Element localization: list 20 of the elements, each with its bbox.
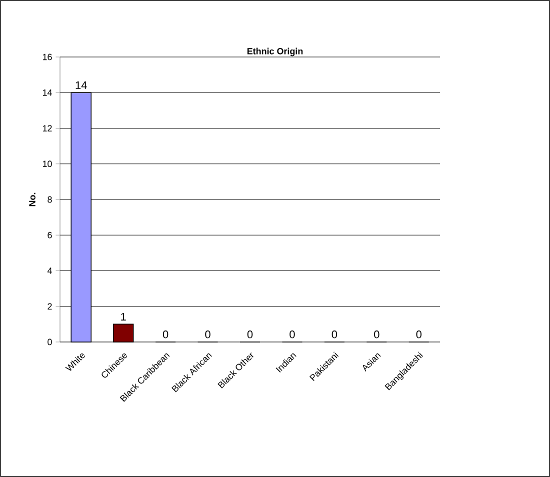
y-tick-label: 16 [42, 54, 52, 60]
chart-title: Ethnic Origin [247, 48, 303, 56]
data-label: 1 [121, 312, 126, 320]
data-label: 0 [162, 330, 168, 338]
y-tick-label: 6 [48, 232, 52, 238]
y-tick-label: 0 [48, 338, 52, 346]
y-axis-title: No. [29, 192, 36, 206]
data-label: 0 [374, 330, 380, 338]
y-tick-label: 10 [42, 160, 52, 168]
data-label: 0 [332, 330, 338, 338]
data-label: 0 [416, 330, 422, 338]
data-label: 0 [247, 330, 253, 338]
y-tick-label: 4 [47, 268, 52, 274]
y-tick-label: 14 [42, 90, 52, 96]
y-tick-label: 8 [48, 196, 52, 203]
data-label: 0 [290, 330, 295, 338]
y-tick-label: 12 [42, 125, 52, 132]
data-label: 0 [205, 330, 210, 338]
data-label: 14 [76, 81, 87, 89]
y-tick-label: 2 [48, 303, 52, 310]
